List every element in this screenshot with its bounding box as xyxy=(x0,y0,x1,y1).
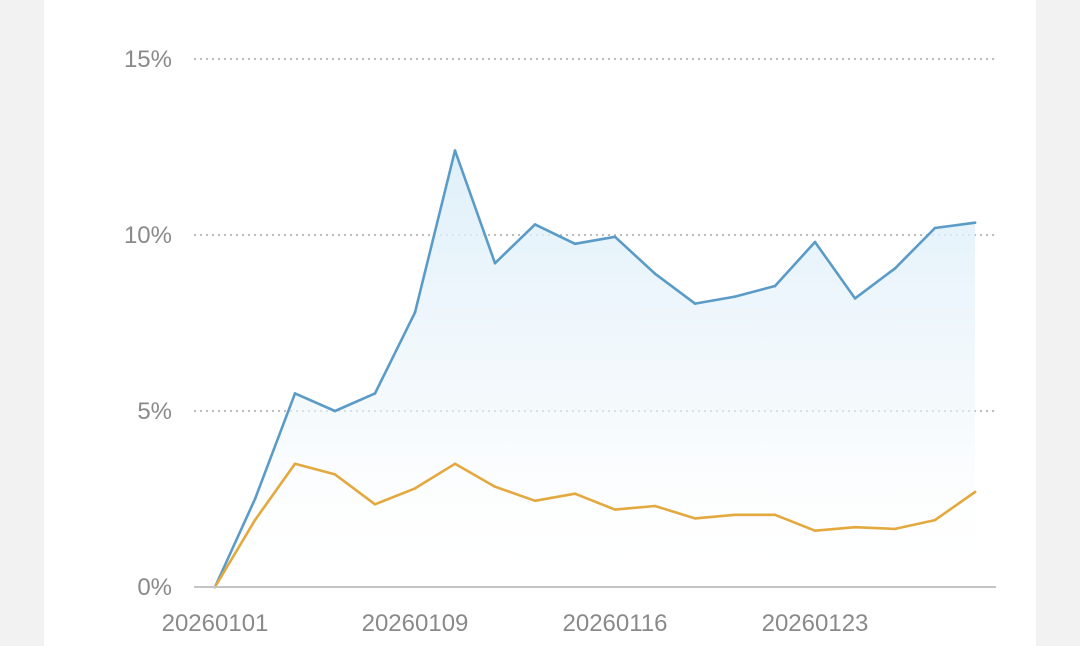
data-point xyxy=(773,284,777,288)
data-point xyxy=(293,462,297,466)
data-point xyxy=(293,392,297,395)
x-tick-label: 20260123 xyxy=(762,610,869,637)
data-point xyxy=(413,311,417,314)
area-fill xyxy=(215,150,975,587)
y-tick-label: 15% xyxy=(124,46,172,73)
data-point xyxy=(653,272,657,276)
data-point xyxy=(373,392,377,395)
axes: 0% 5% 10% 15% 20260101 20260109 20260116 202601… xyxy=(124,46,996,637)
data-point xyxy=(773,513,777,517)
x-tick-label: 20260109 xyxy=(362,610,469,637)
data-point xyxy=(453,462,457,466)
y-tick-label: 0% xyxy=(137,574,172,601)
data-point xyxy=(413,487,417,490)
data-point xyxy=(493,261,497,265)
data-point xyxy=(373,502,377,506)
series-line xyxy=(213,462,977,589)
data-point xyxy=(613,508,617,511)
data-point xyxy=(893,267,897,270)
data-points xyxy=(213,149,977,589)
y-tick-label: 10% xyxy=(124,222,172,249)
data-point xyxy=(893,527,897,531)
data-point xyxy=(733,295,737,298)
series-line xyxy=(213,149,977,589)
data-point xyxy=(533,223,537,226)
data-point xyxy=(693,517,697,520)
data-point xyxy=(253,497,257,501)
data-point xyxy=(653,504,657,508)
data-point xyxy=(573,242,577,246)
data-point xyxy=(973,490,977,494)
data-point xyxy=(813,529,817,532)
data-point xyxy=(333,473,337,476)
data-point xyxy=(733,513,737,517)
data-point xyxy=(333,409,337,413)
data-point xyxy=(253,518,257,522)
y-tick-label: 5% xyxy=(137,398,172,425)
data-point xyxy=(933,518,937,522)
data-point xyxy=(613,235,617,239)
data-point xyxy=(933,226,937,230)
data-point xyxy=(493,485,497,488)
data-point xyxy=(453,149,457,152)
data-point xyxy=(573,492,577,496)
data-point xyxy=(533,499,537,503)
data-point xyxy=(693,302,697,305)
data-point xyxy=(973,221,977,224)
series-lines xyxy=(213,149,977,589)
x-tick-label: 20260101 xyxy=(162,610,269,637)
x-tick-label: 20260116 xyxy=(563,610,668,637)
series-area xyxy=(215,150,975,587)
data-point xyxy=(853,297,857,300)
data-point xyxy=(813,240,817,244)
data-point xyxy=(853,525,857,529)
